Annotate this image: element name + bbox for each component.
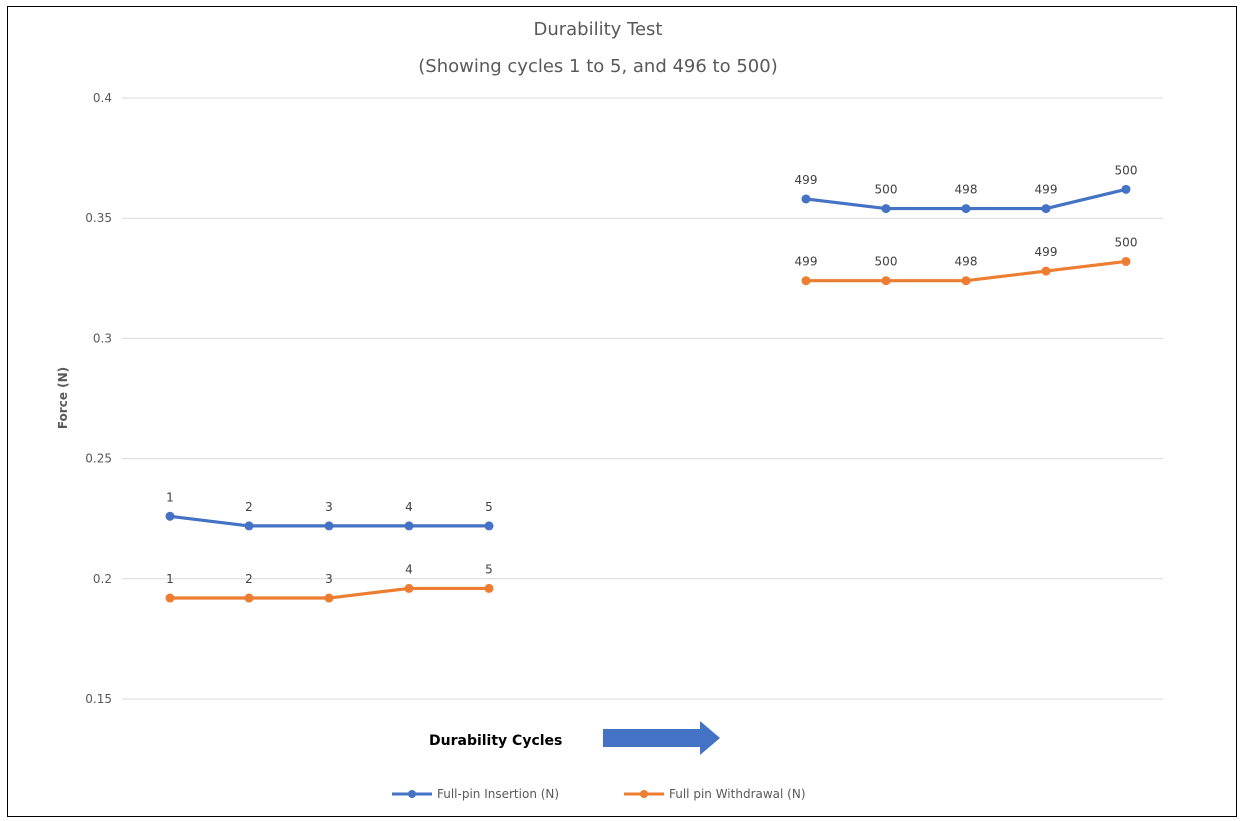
legend-marker xyxy=(408,790,416,798)
data-point xyxy=(881,204,891,214)
data-point xyxy=(801,276,811,286)
data-label: 4 xyxy=(405,500,413,514)
y-tick-label: 0.15 xyxy=(85,692,112,706)
data-label: 500 xyxy=(875,183,898,197)
data-label: 4 xyxy=(405,562,413,576)
data-label: 1 xyxy=(166,572,174,586)
legend-marker xyxy=(640,790,648,798)
data-label: 498 xyxy=(955,255,978,269)
data-label: 2 xyxy=(245,500,253,514)
data-point xyxy=(881,276,891,286)
data-label: 499 xyxy=(1035,183,1058,197)
data-point xyxy=(1041,266,1051,276)
data-label: 5 xyxy=(485,562,493,576)
data-label: 5 xyxy=(485,500,493,514)
chart-title: Durability Test xyxy=(533,19,662,40)
data-point xyxy=(801,194,811,204)
data-point xyxy=(1041,204,1051,214)
data-label: 3 xyxy=(325,500,333,514)
data-label: 498 xyxy=(955,183,978,197)
y-tick-label: 0.3 xyxy=(93,331,112,345)
legend-label: Full-pin Insertion (N) xyxy=(437,787,559,801)
data-point xyxy=(165,593,175,603)
data-label: 500 xyxy=(1115,163,1138,177)
data-point xyxy=(1121,256,1131,266)
series-insertion: 1 2 3 4 5 499 500 498 499 500 xyxy=(165,163,1138,531)
data-point xyxy=(961,204,971,214)
y-tick-label: 0.4 xyxy=(93,91,112,105)
data-label: 3 xyxy=(325,572,333,586)
data-point xyxy=(484,583,494,593)
data-point xyxy=(484,521,494,531)
x-axis-label: Durability Cycles xyxy=(429,733,562,749)
data-point xyxy=(244,521,254,531)
data-label: 499 xyxy=(795,173,818,187)
data-point xyxy=(961,276,971,286)
data-point xyxy=(1121,184,1131,194)
data-point xyxy=(324,593,334,603)
series-withdrawal: 1 2 3 4 5 499 500 498 499 500 xyxy=(165,235,1138,603)
y-tick-labels: 0.15 0.2 0.25 0.3 0.35 0.4 xyxy=(85,91,112,706)
data-point xyxy=(165,511,175,521)
gridlines xyxy=(122,97,1163,700)
data-point xyxy=(244,593,254,603)
data-label: 2 xyxy=(245,572,253,586)
chart-frame xyxy=(7,6,1237,817)
legend-label: Full pin Withdrawal (N) xyxy=(669,787,806,801)
data-point xyxy=(404,583,414,593)
y-axis-label: Force (N) xyxy=(56,367,70,429)
y-tick-label: 0.35 xyxy=(85,211,112,225)
data-label: 500 xyxy=(875,255,898,269)
y-tick-label: 0.2 xyxy=(93,572,112,586)
data-label: 1 xyxy=(166,490,174,504)
data-label: 500 xyxy=(1115,235,1138,249)
y-tick-label: 0.25 xyxy=(85,452,112,466)
data-point xyxy=(324,521,334,531)
chart-subtitle: (Showing cycles 1 to 5, and 496 to 500) xyxy=(418,56,777,77)
series-layer: 1 2 3 4 5 499 500 498 499 500 1 2 3 4 5 499 500 498 499 500 xyxy=(165,163,1138,603)
data-point xyxy=(404,521,414,531)
data-label: 499 xyxy=(1035,245,1058,259)
data-label: 499 xyxy=(795,255,818,269)
legend: Full-pin Insertion (N) Full pin Withdrawa… xyxy=(392,787,806,801)
right-arrow-icon xyxy=(603,721,720,755)
